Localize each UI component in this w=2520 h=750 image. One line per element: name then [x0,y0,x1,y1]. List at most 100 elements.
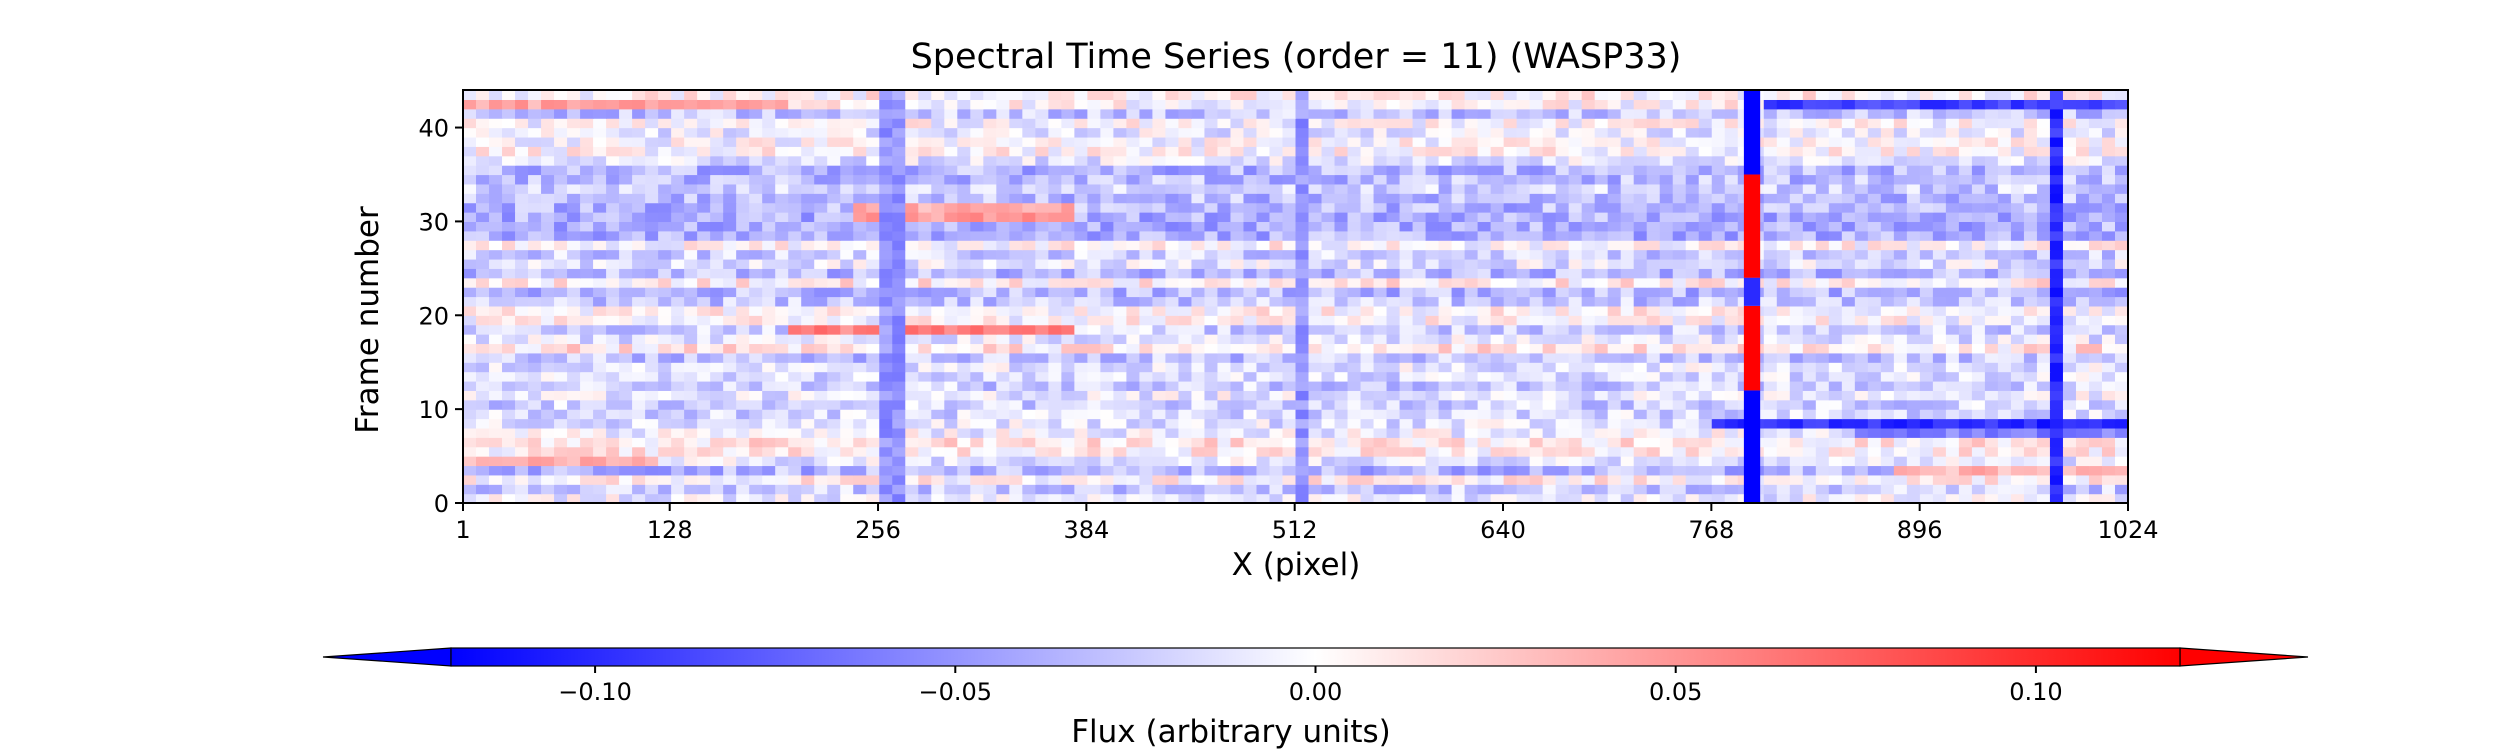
heatmap-cell [567,493,581,504]
heatmap-cell [2049,437,2064,448]
heatmap-cell [1542,212,1557,223]
heatmap-cell [1568,277,1583,288]
heatmap-cell [684,287,698,298]
heatmap-cell [762,296,776,307]
heatmap-cell [905,221,919,232]
heatmap-cell [827,183,841,194]
heatmap-cell [2049,146,2064,157]
heatmap-cell [1139,418,1154,429]
heatmap-cell [827,399,841,410]
heatmap-cell [1347,390,1362,401]
heatmap-cell [632,324,646,335]
heatmap-cell [1295,212,1310,223]
heatmap-cell [1828,305,1843,316]
heatmap-cell [463,240,477,251]
heatmap-cell [2010,380,2025,391]
heatmap-cell [580,334,594,345]
heatmap-cell [1698,493,1713,504]
heatmap-cell [1321,193,1336,204]
heatmap-cell [1477,334,1492,345]
heatmap-cell [2114,334,2129,345]
heatmap-cell [1061,146,1075,157]
heatmap-cell [1412,221,1427,232]
heatmap-cell [775,249,789,260]
heatmap-cell [1113,484,1127,495]
heatmap-cell [593,456,607,467]
heatmap-cell [1893,380,1908,391]
heatmap-cell [2049,221,2064,232]
heatmap-cell [1464,136,1479,147]
heatmap-cell [619,268,633,279]
heatmap-cell [1867,437,1882,448]
heatmap-cell [2101,493,2116,504]
heatmap-cell [970,146,984,157]
heatmap-cell [853,324,867,335]
heatmap-cell [1516,165,1531,176]
heatmap-cell [1269,362,1284,373]
heatmap-cell [788,474,802,485]
heatmap-cell [1256,212,1271,223]
heatmap-cell [1100,409,1114,420]
heatmap-cell [1841,315,1856,326]
heatmap-cell [1503,446,1518,457]
heatmap-cell [1061,427,1075,438]
heatmap-cell [1438,146,1453,157]
heatmap-cell [1542,465,1557,476]
heatmap-cell [1529,418,1544,429]
heatmap-cell [1386,427,1401,438]
heatmap-cell [1022,456,1036,467]
heatmap-cell [892,221,906,232]
heatmap-cell [2049,456,2064,467]
heatmap-cell [879,437,893,448]
heatmap-cell [1035,371,1049,382]
heatmap-cell [983,258,997,269]
heatmap-cell [801,249,815,260]
heatmap-cell [1009,258,1023,269]
heatmap-cell [931,155,945,166]
heatmap-cell [1386,212,1401,223]
heatmap-cell [476,136,490,147]
heatmap-cell [2023,165,2038,176]
heatmap-cell [1399,343,1414,354]
heatmap-cell [463,324,477,335]
heatmap-cell [801,277,815,288]
heatmap-cell [2114,221,2129,232]
heatmap-cell [502,409,516,420]
heatmap-cell [905,212,919,223]
heatmap-cell [2049,484,2064,495]
heatmap-cell [1308,240,1323,251]
heatmap-cell [1035,258,1049,269]
heatmap-cell [1971,277,1986,288]
heatmap-cell [1685,456,1700,467]
heatmap-cell [1555,212,1570,223]
heatmap-cell [970,371,984,382]
heatmap-cell [1334,287,1349,298]
heatmap-cell [1971,221,1986,232]
heatmap-cell [2062,418,2077,429]
heatmap-cell [1087,474,1101,485]
heatmap-cell [1282,493,1297,504]
heatmap-cell [1490,456,1505,467]
heatmap-cell [2023,296,2038,307]
heatmap-cell [1204,315,1219,326]
heatmap-cell [1334,334,1349,345]
heatmap-cell [1464,165,1479,176]
heatmap-cell [996,465,1010,476]
heatmap-cell [1932,287,1947,298]
heatmap-cell [1815,165,1830,176]
heatmap-cell [1048,352,1062,363]
heatmap-cell [918,193,932,204]
heatmap-cell [1945,493,1960,504]
heatmap-cell [658,136,672,147]
heatmap-cell [1191,277,1206,288]
heatmap-cell [1061,287,1075,298]
heatmap-cell [697,409,711,420]
heatmap-cell [1308,343,1323,354]
heatmap-cell [1295,136,1310,147]
heatmap-cell [502,427,516,438]
heatmap-cell [1841,221,1856,232]
heatmap-cell [476,446,490,457]
heatmap-cell [1087,399,1101,410]
heatmap-cell [1256,493,1271,504]
heatmap-cell [1490,446,1505,457]
